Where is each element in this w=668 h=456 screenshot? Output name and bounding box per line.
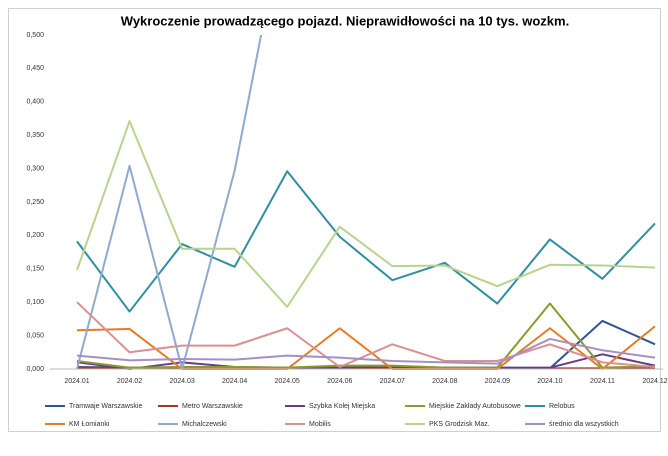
legend-label: Tramwaje Warszawskie	[69, 403, 142, 410]
chart-frame	[8, 8, 661, 432]
legend-label: średnio dla wszystkich	[549, 421, 619, 428]
legend-label: KM Łomianki	[69, 421, 110, 428]
legend-label: PKS Grodzisk Maz.	[429, 421, 490, 428]
y-tick-label: 0,300	[26, 165, 44, 172]
y-tick-label: 0,150	[26, 266, 44, 273]
series-line	[76, 302, 656, 369]
y-tick-label: 0,500	[26, 32, 44, 39]
y-tick-label: 0,400	[26, 99, 44, 106]
x-tick-label: 2024.01	[64, 378, 89, 385]
y-tick-label: 0,350	[26, 132, 44, 139]
legend-label: Metro Warszawskie	[182, 403, 243, 410]
y-tick-label: 0,100	[26, 299, 44, 306]
series-line	[76, 366, 655, 370]
series-line	[76, 120, 656, 308]
legend-label: Miejskie Zakłady Autobusowe	[429, 403, 521, 410]
chart-title: Wykroczenie prowadzącego pojazd. Niepraw…	[121, 13, 569, 28]
x-tick-label: 2024.09	[485, 378, 510, 385]
y-tick-label: 0,250	[26, 199, 44, 206]
x-tick-label: 2024.10	[537, 378, 562, 385]
x-tick-label: 2024.05	[275, 378, 300, 385]
series-line	[76, 301, 656, 368]
x-tick-label: 2024.04	[222, 378, 247, 385]
x-tick-label: 2024.02	[117, 378, 142, 385]
series-line	[76, 170, 656, 313]
x-tick-label: 2024.03	[169, 378, 194, 385]
legend-label: Szybka Kolej Miejska	[309, 403, 375, 410]
legend-label: Mobilis	[309, 421, 331, 428]
series-line	[76, 325, 656, 370]
legend-label: Relobus	[549, 403, 575, 410]
y-tick-label: 0,000	[26, 366, 44, 373]
x-tick-label: 2024.12	[642, 378, 667, 385]
y-tick-label: 0,450	[26, 65, 44, 72]
series-line	[76, 337, 656, 365]
x-tick-label: 2024.07	[380, 378, 405, 385]
x-tick-label: 2024.11	[590, 378, 615, 385]
x-tick-label: 2024.08	[432, 378, 457, 385]
legend-label: Michalczewski	[182, 421, 227, 428]
y-tick-label: 0,200	[26, 232, 44, 239]
x-tick-label: 2024.06	[327, 378, 352, 385]
plot-area	[76, 35, 656, 370]
y-tick-label: 0,050	[26, 332, 44, 339]
